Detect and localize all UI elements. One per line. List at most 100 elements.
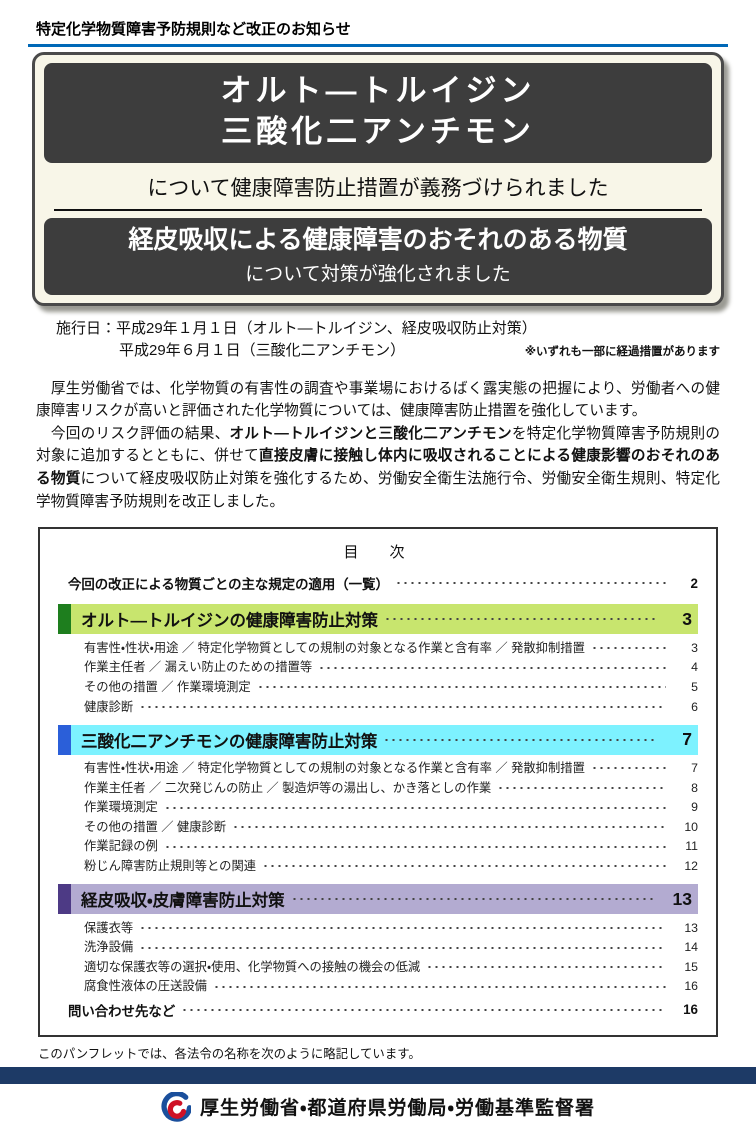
toc-item: 作業主任者 ／ 二次発じんの防止 ／ 製造炉等の湯出し、かき落としの作業 8: [58, 778, 698, 798]
section-color-tab: [58, 724, 71, 755]
toc-item-page: 13: [684, 920, 698, 935]
toc-item-label: 保護衣等: [84, 920, 134, 935]
abbreviation-note-intro: このパンフレットでは、各法令の名称を次のように略記しています。: [38, 1046, 421, 1061]
hero-subtitle2: について対策が強化されました: [245, 264, 511, 286]
toc-item-page: 7: [691, 761, 698, 776]
dotted-leader: [383, 734, 656, 745]
toc-section-antimony: 三酸化二アンチモンの健康障害防止対策 7: [58, 724, 698, 755]
hero-separator: [54, 208, 702, 211]
toc-title: 目 次: [343, 544, 413, 562]
toc-item-page: 15: [684, 959, 698, 974]
mhlw-logo-icon: [161, 1091, 192, 1122]
p2-text: 今回のリスク評価の結果、: [36, 425, 230, 442]
dotted-leader: [290, 894, 656, 905]
toc-item-label: 作業主任者 ／ 二次発じんの防止 ／ 製造炉等の湯出し、かき落としの作業: [84, 780, 492, 795]
toc-item-label: 洗浄設備: [84, 940, 134, 955]
dotted-leader: [590, 763, 666, 774]
toc-item: 作業主任者 ／ 漏えい防止のための措置等 4: [58, 658, 698, 678]
hero-title2: 経皮吸収による健康障害のおそれのある物質: [128, 225, 628, 254]
toc-item: 有害性・性状・用途 ／ 特定化学物質としての規制の対象となる作業と含有率 ／ 発…: [58, 759, 698, 779]
p2-text: について経皮吸収防止対策を強化するため、労働安全衛生法施行令、労働安全衛生規則、…: [36, 471, 720, 510]
toc-item: 洗浄設備 14: [58, 938, 698, 958]
toc-item-page: 6: [691, 699, 698, 714]
toc-item-label: 有害性・性状・用途 ／ 特定化学物質としての規制の対象となる作業と含有率 ／ 発…: [84, 761, 585, 776]
toc-item-label: その他の措置 ／ 作業環境測定: [84, 679, 251, 694]
hero-title-line1: オルト―トルイジン: [220, 73, 536, 108]
toc-item: 健康診断 6: [58, 697, 698, 717]
toc-entry-contact: 問い合わせ先など 16: [58, 997, 698, 1023]
pamphlet-page: { "colors": { "accent_rule_blue": "#0068…: [0, 21, 756, 1122]
hero-title2-panel: 経皮吸収による健康障害のおそれのある物質 について対策が強化されました: [44, 217, 712, 296]
dotted-leader: [181, 1004, 666, 1015]
toc-section-page: 3: [682, 608, 692, 629]
toc-item-page: 12: [684, 859, 698, 874]
toc-item-label: 健康診断: [84, 699, 134, 714]
toc-section-page: 7: [682, 729, 692, 750]
dotted-leader: [394, 578, 666, 589]
toc-item-label: 問い合わせ先など: [68, 1003, 176, 1019]
toc-section-title: 経皮吸収・皮膚障害防止対策: [81, 892, 285, 911]
toc-item-page: 9: [691, 800, 698, 815]
toc-item: その他の措置 ／ 健康診断 10: [58, 817, 698, 837]
toc-item: 有害性・性状・用途 ／ 特定化学物質としての規制の対象となる作業と含有率 ／ 発…: [58, 638, 698, 658]
toc-item-label: 粉じん障害防止規則等との関連: [84, 859, 257, 874]
organization-row: 厚生労働省・都道府県労働局・労働基準監督署: [0, 1091, 756, 1122]
hero-title-panel: オルト―トルイジン 三酸化二アンチモン: [44, 63, 712, 163]
toc-section-orthotoluidine: オルト―トルイジンの健康障害防止対策 3: [58, 604, 698, 635]
p2-text: を特定化学物質障害予防規則の対象に追加するとともに、併せて: [36, 425, 720, 465]
p2-bold-skin-absorption: 直接皮膚に接触し体内に吸収されることによる健康影響のおそれのある物質: [36, 448, 720, 487]
section-color-tab: [58, 604, 71, 635]
dotted-leader: [163, 841, 666, 852]
toc-entry-overview: 今回の改正による物質ごとの主な規定の適用（一覧） 2: [58, 570, 698, 596]
dotted-leader: [212, 981, 666, 992]
dotted-leader: [262, 861, 666, 872]
toc-item: 作業環境測定 9: [58, 798, 698, 818]
toc-item: 粉じん障害防止規則等との関連 12: [58, 857, 698, 877]
toc-item: その他の措置 ／ 作業環境測定 5: [58, 677, 698, 697]
organization-names: 厚生労働省・都道府県労働局・労働基準監督署: [200, 1098, 595, 1120]
toc-section-title: 三酸化二アンチモンの健康障害防止対策: [81, 732, 378, 751]
toc-item-page: 8: [691, 780, 698, 795]
toc-item-page: 16: [684, 979, 698, 994]
enforcement-line2: 平成29年６月１日（三酸化二アンチモン）: [119, 341, 406, 359]
toc-item-page: 5: [691, 679, 698, 694]
body-paragraph-1: 厚生労働省では、化学物質の有害性の調査や事業場におけるばく露実態の把握により、労…: [36, 380, 720, 420]
enforcement-note: ※いずれも一部に経過措置があります: [524, 345, 720, 358]
toc-item-label: 作業主任者 ／ 漏えい防止のための措置等: [84, 660, 313, 675]
hero-title-line2: 三酸化二アンチモン: [221, 113, 535, 149]
toc-item-label: 作業環境測定: [84, 800, 158, 815]
toc-item-label: 有害性・性状・用途 ／ 特定化学物質としての規制の対象となる作業と含有率 ／ 発…: [84, 640, 585, 655]
toc-item-page: 3: [691, 640, 698, 655]
toc-section-title: オルト―トルイジンの健康障害防止対策: [81, 612, 378, 631]
dotted-leader: [139, 922, 666, 933]
toc-item: 適切な保護衣等の選択・使用、化学物質への接触の機会の低減 15: [58, 957, 698, 977]
dotted-leader: [256, 682, 666, 693]
section-color-tab: [58, 884, 71, 915]
toc-item-label: その他の措置 ／ 健康診断: [84, 819, 227, 834]
body-paragraphs: 厚生労働省では、化学物質の有害性の調査や事業場におけるばく露実態の把握により、労…: [36, 378, 720, 514]
toc-item-label: 作業記録の例: [84, 839, 158, 854]
toc-section-skin-absorption: 経皮吸収・皮膚障害防止対策 13: [58, 884, 698, 915]
dotted-leader: [139, 942, 666, 953]
toc-item-page: 10: [684, 819, 698, 834]
toc-item: 作業記録の例 11: [58, 837, 698, 857]
toc-item: 保護衣等 13: [58, 918, 698, 938]
hero-box: オルト―トルイジン 三酸化二アンチモン について健康障害防止措置が義務づけられま…: [32, 52, 724, 307]
top-notice: 特定化学物質障害予防規則など改正のお知らせ: [36, 21, 351, 38]
enforcement-dates: 施行日：平成29年１月１日（オルト―トルイジン、経皮吸収防止対策） 平成29年６…: [56, 318, 720, 362]
dotted-leader: [426, 962, 666, 973]
toc-item-label: 適切な保護衣等の選択・使用、化学物質への接触の機会の低減: [84, 959, 421, 974]
dotted-leader: [318, 662, 666, 673]
toc-item-page: 16: [683, 1002, 698, 1018]
toc-item-page: 2: [690, 575, 698, 591]
toc-item-label: 腐食性液体の圧送設備: [84, 979, 207, 994]
dotted-leader: [384, 614, 656, 625]
toc-box: 目 次 今回の改正による物質ごとの主な規定の適用（一覧） 2 オルト―トルイジン…: [38, 527, 718, 1037]
hero-subtitle1: について健康障害防止措置が義務づけられました: [147, 176, 609, 200]
dotted-leader: [497, 782, 666, 793]
bottom-bar: [0, 1067, 756, 1084]
toc-item: 腐食性液体の圧送設備 16: [58, 977, 698, 997]
dotted-leader: [232, 822, 666, 833]
toc-item-page: 11: [685, 839, 698, 854]
toc-item-page: 14: [684, 940, 698, 955]
